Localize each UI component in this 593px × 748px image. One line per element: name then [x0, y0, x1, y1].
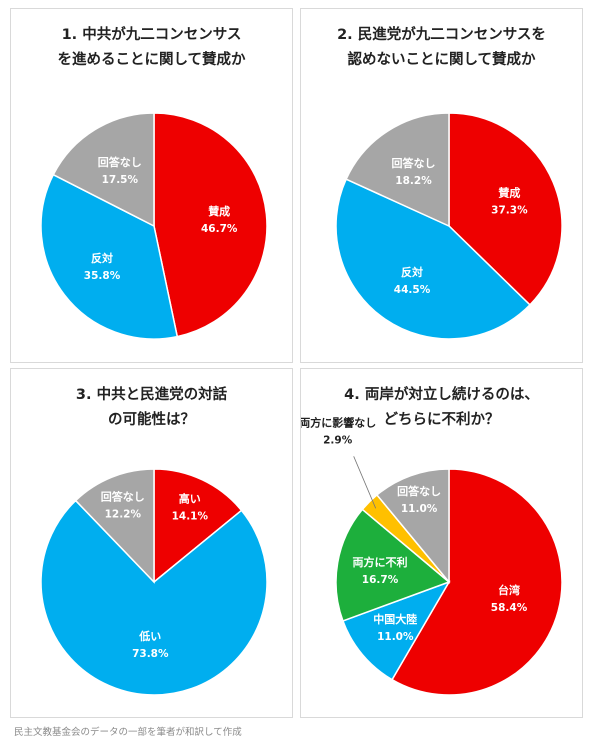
slice-value-label: 14.1% [172, 510, 209, 522]
chart-title-4: 4. 両岸が対立し続けるのは、 どちらに不利か？ [301, 383, 582, 433]
slice-value-label: 37.3% [491, 205, 528, 217]
pie-slice-台湾 [391, 468, 563, 696]
source-caption: 民主文教基金会のデータの一部を筆者が和訳して作成 [14, 727, 242, 738]
slice-value-label: 18.2% [395, 175, 432, 187]
slice-label: 中国大陸 [373, 612, 417, 626]
chart-title-2: 2. 民進党が九二コンセンサスを 認めないことに関して賛成か [301, 23, 582, 73]
pie-slice-賛成 [153, 112, 268, 338]
slice-label: 反対 [401, 265, 423, 279]
slice-value-label: 44.5% [394, 284, 431, 296]
chart-title-2-line-1: 2. 民進党が九二コンセンサスを [337, 27, 546, 43]
slice-value-label: 11.0% [401, 503, 438, 515]
pie-slice-回答なし [375, 468, 450, 585]
pie-slice-賛成 [448, 112, 563, 306]
chart-panel-3: 3. 中共と民進党の対話 の可能性は？ 高い 14.1% 低い 73.8% 回答なし 12… [10, 368, 293, 718]
chart-panel-4: 4. 両岸が対立し続けるのは、 どちらに不利か？ 台湾 58.4% 中国大陸 11.0… [300, 368, 583, 718]
pie-slice-回答なし [52, 112, 155, 228]
pie-slice-回答なし [345, 112, 450, 228]
chart-title-3-line-1: 3. 中共と民進党の対話 [75, 387, 228, 403]
slice-label: 高い [179, 491, 201, 505]
pie-slice-両方に不利 [335, 508, 451, 622]
pie-slice-高い [153, 468, 243, 584]
chart-title-1-line-1: 1. 中共が九二コンセンサス [61, 27, 242, 43]
leader-line [353, 456, 377, 509]
pie-slice-反対 [40, 173, 179, 340]
slice-label: 台湾 [498, 583, 520, 597]
slice-value-label: 2.9% [323, 434, 353, 446]
slice-label: 低い [138, 629, 161, 643]
slice-value-label: 12.2% [105, 508, 142, 520]
slice-value-label: 11.0% [377, 631, 414, 643]
chart-title-3: 3. 中共と民進党の対話 の可能性は？ [11, 383, 292, 433]
slice-label: 回答なし [98, 155, 142, 169]
slice-value-label: 58.4% [491, 602, 528, 614]
pie-chart-2: 賛成 37.3% 反対 44.5% 回答なし 18.2% [335, 112, 563, 340]
chart-panel-2: 2. 民進党が九二コンセンサスを 認めないことに関して賛成か 賛成 37.3% 反対… [300, 8, 583, 363]
slice-label: 反対 [91, 251, 113, 265]
slice-value-label: 35.8% [84, 270, 121, 282]
pie-chart-3: 高い 14.1% 低い 73.8% 回答なし 12.2% [40, 468, 268, 696]
pie-slice-低い [40, 499, 268, 696]
pie-chart-1: 賛成 46.7% 反対 35.8% 回答なし 17.5% [40, 112, 268, 340]
slice-label: 賛成 [208, 204, 230, 218]
slice-label: 回答なし [397, 484, 441, 498]
pie-slice-反対 [335, 178, 531, 340]
chart-panel-1: 1. 中共が九二コンセンサス を進めることに関して賛成か 賛成 46.7% 反対 35… [10, 8, 293, 363]
slice-value-label: 17.5% [102, 174, 139, 186]
slice-value-label: 16.7% [362, 574, 399, 586]
slice-label: 賛成 [498, 186, 520, 200]
slice-value-label: 73.8% [132, 648, 169, 660]
slice-value-label: 46.7% [201, 223, 238, 235]
chart-title-1: 1. 中共が九二コンセンサス を進めることに関して賛成か [11, 23, 292, 73]
pie-slice-中国大陸 [341, 580, 451, 681]
pie-chart-4: 台湾 58.4% 中国大陸 11.0% 両方に不利 16.7% 両方に影響なし 2.9% 回答な… [301, 415, 563, 696]
chart-title-3-line-2: の可能性は？ [108, 412, 195, 428]
pie-slice-回答なし [74, 468, 155, 584]
chart-title-4-line-1: 4. 両岸が対立し続けるのは、 [344, 387, 539, 403]
slice-label: 回答なし [392, 156, 436, 170]
slice-label: 両方に不利 [353, 555, 408, 569]
slice-label: 回答なし [101, 489, 145, 503]
chart-title-1-line-2: を進めることに関して賛成か [57, 52, 246, 68]
chart-title-4-line-2: どちらに不利か？ [383, 412, 500, 428]
slice-label: 両方に影響なし [301, 415, 376, 429]
chart-grid: 1. 中共が九二コンセンサス を進めることに関して賛成か 賛成 46.7% 反対 35… [10, 8, 583, 718]
chart-title-2-line-2: 認めないことに関して賛成か [347, 52, 536, 68]
